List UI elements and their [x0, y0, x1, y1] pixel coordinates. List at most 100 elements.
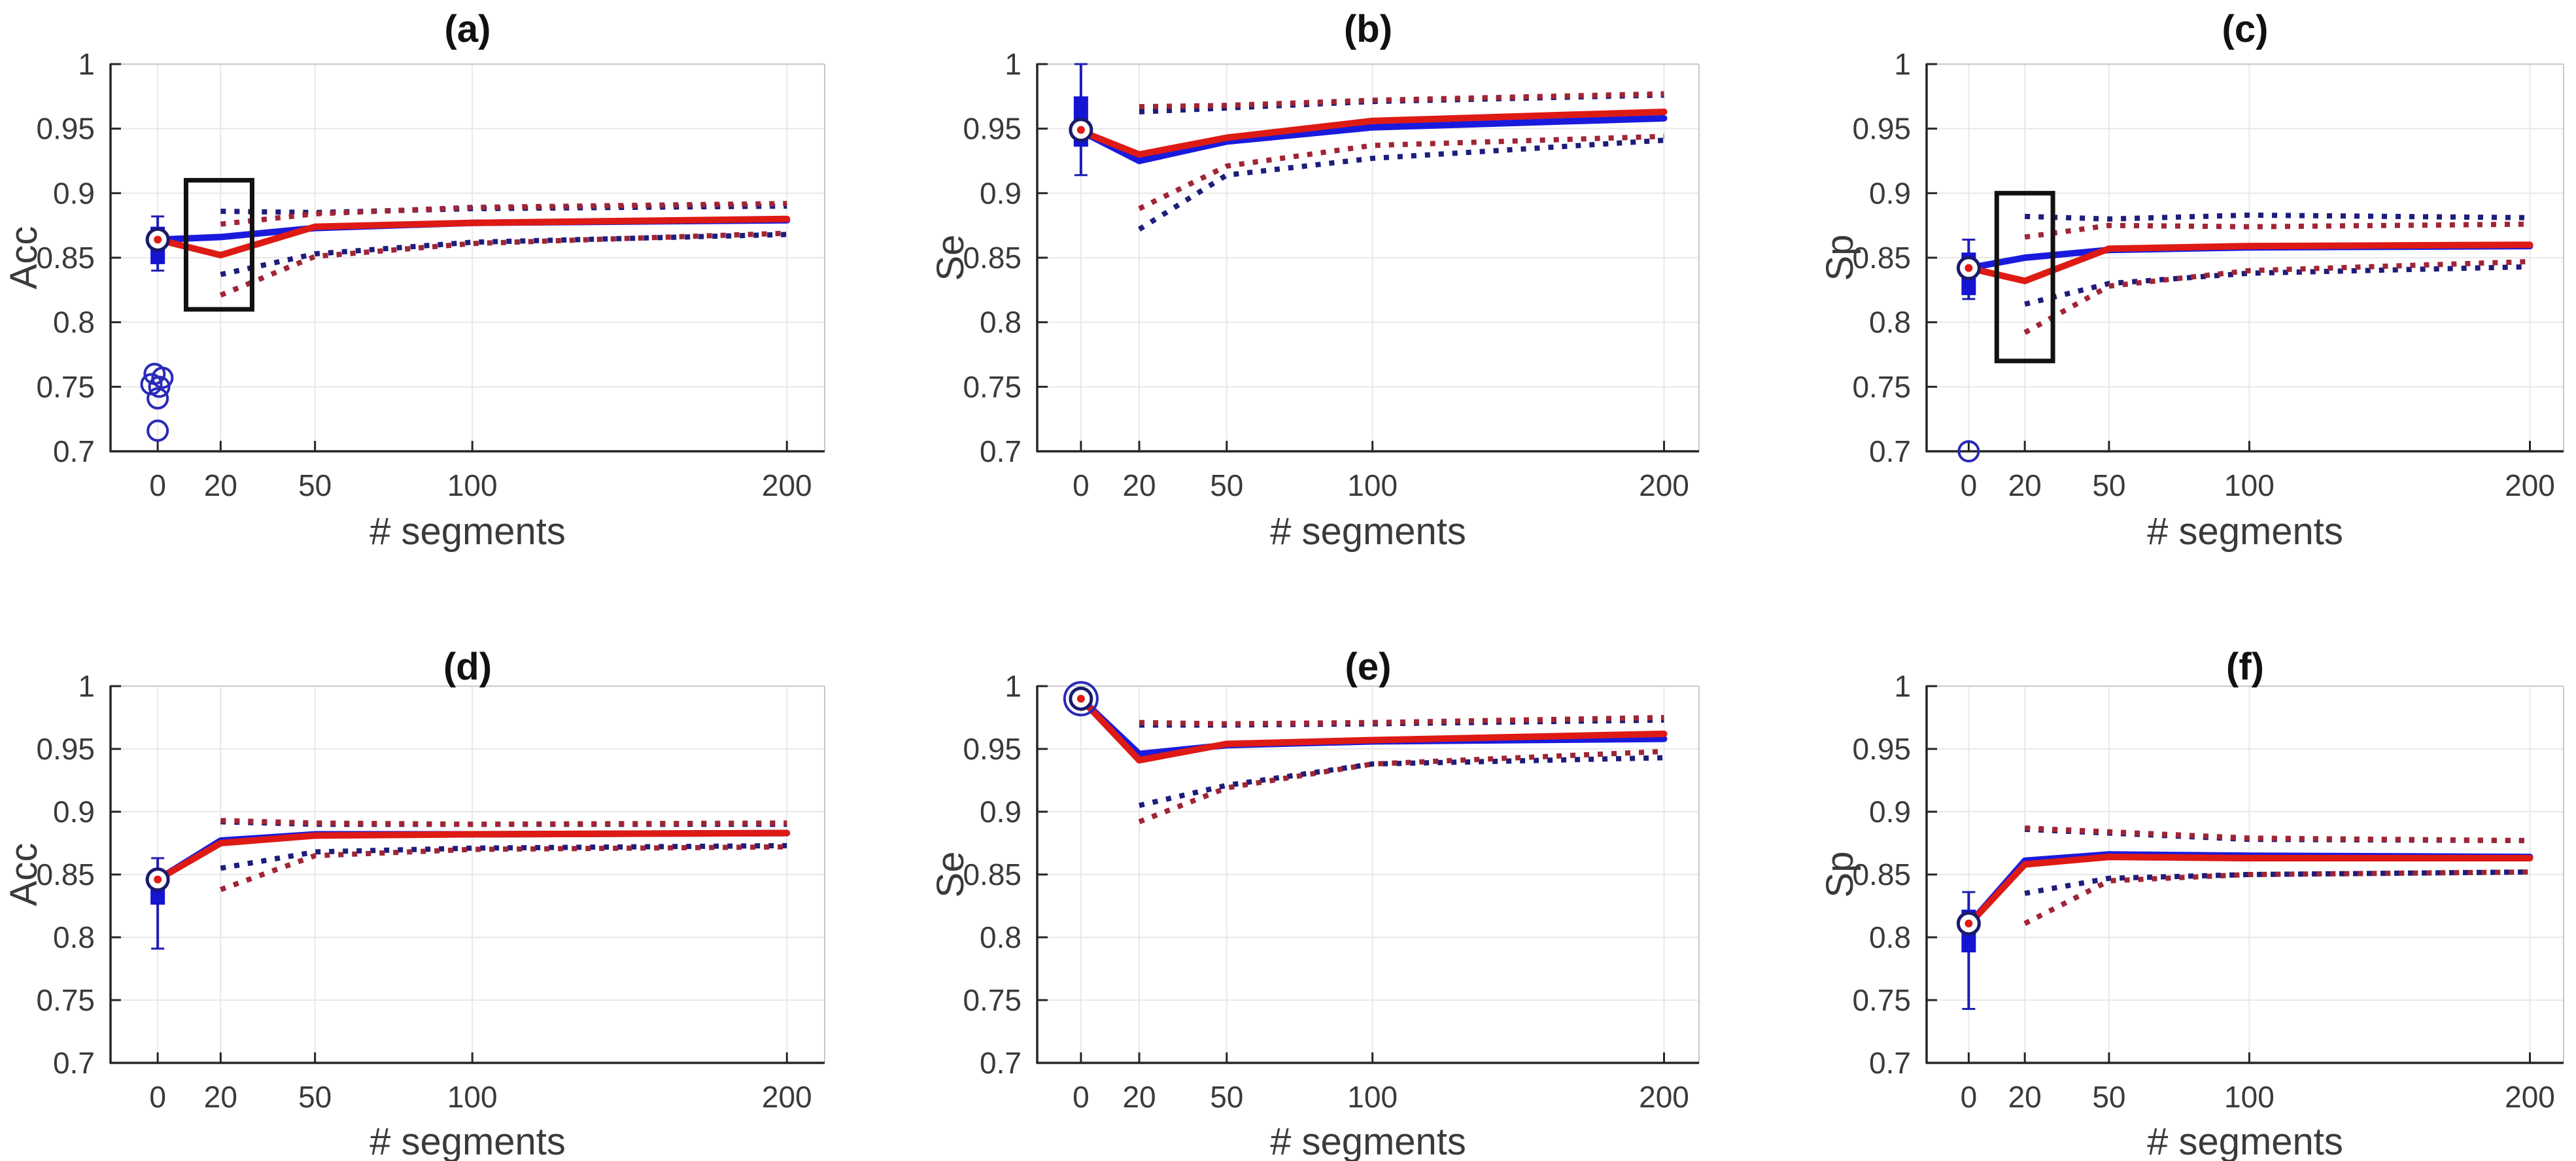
- y-tick-label: 0.75: [36, 370, 95, 404]
- y-tick-label: 0.95: [963, 732, 1022, 766]
- y-tick-label: 0.9: [980, 795, 1022, 829]
- series-red-solid: [154, 829, 791, 883]
- y-tick-label: 0.9: [980, 176, 1022, 210]
- series-red-dotted-lower: [1138, 748, 1664, 825]
- y-tick-label: 0.95: [36, 732, 95, 766]
- text-layer: (f) Sp # segments 0.7 0.75 0.8 0.85 0.9 0.95 1 0 20…: [1819, 646, 2555, 1161]
- y-tick-label: 0.95: [1852, 112, 1911, 146]
- y-axis-label: Se: [929, 235, 972, 281]
- x-tick-label: 50: [1210, 1080, 1243, 1114]
- x-tick-label: 100: [2224, 468, 2275, 502]
- x-tick-label: 50: [2092, 468, 2125, 502]
- series-blue-dotted-lower: [2024, 869, 2530, 896]
- y-tick-label: 1: [1894, 47, 1911, 81]
- mean-marker: [145, 227, 170, 252]
- y-tick-label: 0.75: [1852, 370, 1911, 404]
- series-red-dotted-lower: [219, 230, 787, 298]
- x-axis-label: # segments: [369, 1120, 566, 1161]
- x-tick-label: 200: [2505, 468, 2555, 502]
- x-tick-label: 100: [1347, 1080, 1398, 1114]
- subplot-title: (c): [2222, 8, 2269, 50]
- x-axis-label: # segments: [1270, 510, 1466, 553]
- series-red-solid: [154, 215, 791, 259]
- series-red-solid: [1965, 241, 2533, 285]
- series-blue-solid: [1077, 114, 1668, 164]
- x-axis-label: # segments: [369, 510, 566, 553]
- x-axis-label: # segments: [2147, 510, 2343, 553]
- x-tick-label: 0: [149, 468, 166, 502]
- series-red-dotted-lower: [2023, 258, 2530, 335]
- plot-background: [0, 0, 859, 580]
- text-layer: (a) Acc # segments 0.7 0.75 0.8 0.85 0.9 0.95 1 0 2…: [3, 8, 812, 553]
- subplot-cell-a: (a) Acc # segments 0.7 0.75 0.8 0.85 0.9 0.95 1 0 2…: [0, 0, 859, 580]
- x-tick-label: 200: [2505, 1080, 2555, 1114]
- x-tick-label: 0: [1961, 1080, 1978, 1114]
- subplot-e: (e) Se # segments 0.7 0.75 0.8 0.85 0.9 0.95 1 0 20…: [859, 580, 1717, 1161]
- y-tick-label: 0.85: [1852, 241, 1911, 275]
- text-layer: (d) Acc # segments 0.7 0.75 0.8 0.85 0.9 0.95 1 0 2…: [3, 646, 812, 1161]
- subplot-cell-d: (d) Acc # segments 0.7 0.75 0.8 0.85 0.9 0.95 1 0 2…: [0, 580, 859, 1161]
- outlier-circle: [148, 375, 171, 398]
- x-tick-label: 0: [1073, 468, 1090, 502]
- y-tick-label: 1: [1894, 669, 1911, 703]
- mean-marker: [145, 867, 170, 892]
- y-tick-label: 0.75: [1852, 983, 1911, 1017]
- x-axis-label: # segments: [2147, 1120, 2343, 1161]
- y-axis-label: Sp: [1819, 852, 1861, 898]
- x-tick-label: 20: [2008, 1080, 2042, 1114]
- y-tick-label: 0.85: [963, 858, 1022, 892]
- plot-background: [0, 580, 859, 1161]
- subplot-cell-b: (b) Se # segments 0.7 0.75 0.8 0.85 0.9 0.95 1 0 20…: [859, 0, 1717, 580]
- y-tick-label: 0.7: [980, 1046, 1022, 1080]
- x-axis-label: # segments: [1270, 1120, 1466, 1161]
- y-tick-label: 0.95: [963, 112, 1022, 146]
- y-tick-label: 1: [1005, 47, 1022, 81]
- x-tick-label: 200: [762, 468, 812, 502]
- y-tick-label: 0.9: [53, 795, 95, 829]
- x-tick-label: 50: [298, 1080, 332, 1114]
- subplot-title: (b): [1344, 8, 1392, 50]
- mean-marker: [1069, 118, 1093, 143]
- y-axis-label: Acc: [3, 226, 45, 290]
- series-blue-dotted-upper: [1139, 92, 1664, 115]
- axes-frame: [109, 685, 825, 1064]
- y-tick-label: 0.7: [1869, 434, 1911, 468]
- series-blue-dotted-lower: [2024, 264, 2530, 307]
- y-axis-label: Se: [929, 852, 972, 898]
- subplot-title: (e): [1345, 646, 1392, 688]
- axes-frame: [1925, 63, 2564, 453]
- outlier-circle: [1957, 440, 1980, 462]
- subplot-cell-e: (e) Se # segments 0.7 0.75 0.8 0.85 0.9 0.95 1 0 20…: [859, 580, 1717, 1161]
- series-red-solid: [1965, 854, 2533, 928]
- mean-marker: [1063, 681, 1099, 717]
- y-tick-label: 0.8: [53, 305, 95, 339]
- y-tick-label: 0.7: [53, 1046, 95, 1080]
- y-tick-label: 0.75: [963, 370, 1022, 404]
- axes-frame: [109, 63, 825, 453]
- text-layer: (e) Se # segments 0.7 0.75 0.8 0.85 0.9 0.95 1 0 20…: [929, 646, 1689, 1161]
- y-tick-label: 0.7: [980, 434, 1022, 468]
- outlier-circle: [146, 387, 169, 410]
- plot-background: [1717, 0, 2576, 580]
- axes-frame: [1925, 685, 2564, 1064]
- x-tick-label: 0: [149, 1080, 166, 1114]
- y-axis-label: Acc: [3, 843, 45, 907]
- x-tick-label: 0: [1961, 468, 1978, 502]
- x-tick-label: 20: [2008, 468, 2042, 502]
- y-tick-label: 1: [1005, 669, 1022, 703]
- series-red-dotted-lower: [220, 844, 787, 892]
- series-red-dotted-upper: [2024, 221, 2530, 240]
- x-tick-label: 20: [1122, 468, 1156, 502]
- x-tick-label: 0: [1073, 1080, 1090, 1114]
- y-tick-label: 0.75: [36, 983, 95, 1017]
- x-tick-label: 50: [298, 468, 332, 502]
- y-tick-label: 0.9: [1869, 795, 1911, 829]
- x-tick-label: 200: [762, 1080, 812, 1114]
- y-tick-label: 0.8: [980, 305, 1022, 339]
- subplot-cell-f: (f) Sp # segments 0.7 0.75 0.8 0.85 0.9 0.95 1 0 20…: [1717, 580, 2576, 1161]
- outlier-circle: [151, 366, 174, 389]
- x-tick-label: 50: [2092, 1080, 2125, 1114]
- y-tick-label: 1: [78, 47, 95, 81]
- axes-frame: [1036, 63, 1700, 453]
- x-tick-label: 20: [204, 468, 237, 502]
